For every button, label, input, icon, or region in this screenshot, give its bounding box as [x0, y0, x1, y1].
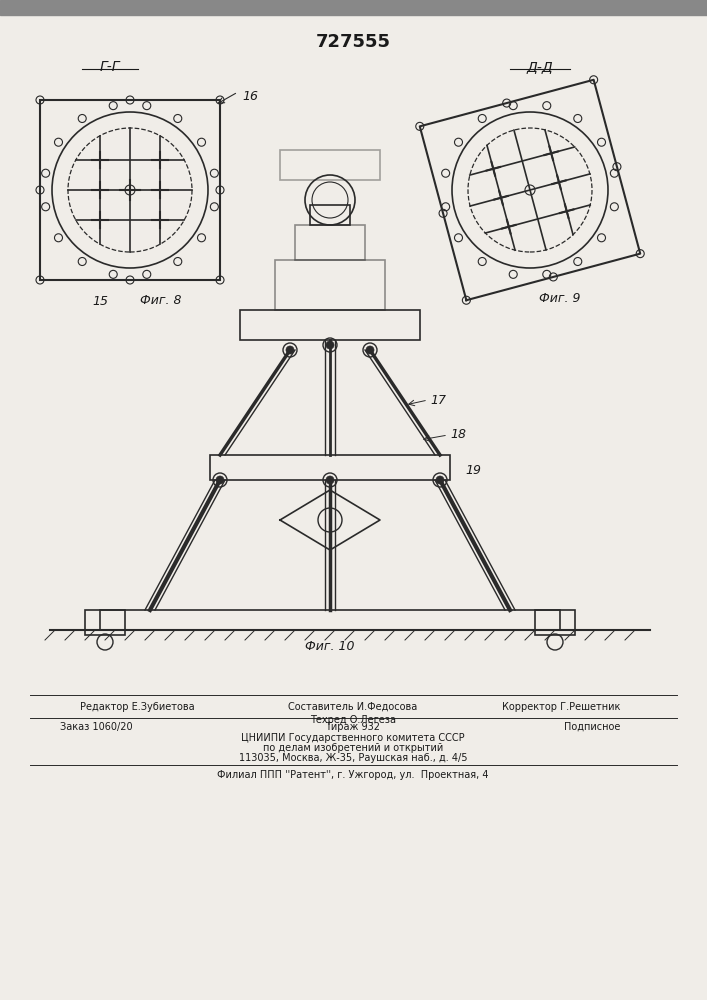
Text: Д-Д: Д-Д	[527, 60, 554, 74]
Circle shape	[326, 341, 334, 349]
Text: по делам изобретений и открытий: по делам изобретений и открытий	[263, 743, 443, 753]
Bar	[40, 100, 220, 280]
Text: Фиг. 8: Фиг. 8	[140, 294, 182, 307]
Circle shape	[366, 346, 374, 354]
Text: 15: 15	[92, 295, 108, 308]
Bar	[85, 610, 125, 635]
Text: ЦНИИПИ Государственного комитета СССР: ЦНИИПИ Государственного комитета СССР	[241, 733, 464, 743]
Circle shape	[436, 476, 444, 484]
Text: Тираж 932: Тираж 932	[325, 722, 380, 732]
Text: 727555: 727555	[315, 33, 390, 51]
Text: Г-Г: Г-Г	[100, 60, 120, 74]
Text: 17: 17	[430, 393, 446, 406]
Bar	[210, 455, 450, 480]
Bar	[240, 310, 420, 340]
Text: Корректор Г.Решетник: Корректор Г.Решетник	[502, 702, 620, 712]
Text: Филиал ППП ''Pатент'', г. Ужгород, ул.  Проектная, 4: Филиал ППП ''Pатент'', г. Ужгород, ул. П…	[217, 770, 489, 780]
Text: Фиг. 9: Фиг. 9	[539, 292, 580, 305]
Circle shape	[326, 476, 334, 484]
Text: Составитель И.Федосова: Составитель И.Федосова	[288, 702, 418, 712]
Text: Заказ 1060/20: Заказ 1060/20	[60, 722, 133, 732]
Bar	[535, 610, 575, 635]
Circle shape	[216, 476, 224, 484]
Bar	[0, 0, 707, 15]
Text: 113035, Москва, Ж-35, Раушская наб., д. 4/5: 113035, Москва, Ж-35, Раушская наб., д. …	[239, 753, 467, 763]
Bar	[280, 150, 380, 180]
Text: Редактор Е.Зубиетова: Редактор Е.Зубиетова	[80, 702, 194, 712]
Text: Техред О.Легеза: Техред О.Легеза	[310, 715, 396, 725]
Circle shape	[286, 346, 294, 354]
Text: Подписное: Подписное	[563, 722, 620, 732]
Bar	[310, 205, 350, 225]
Text: 16: 16	[242, 90, 258, 103]
Bar	[100, 610, 560, 630]
Text: Фиг. 10: Фиг. 10	[305, 640, 355, 653]
Text: 18: 18	[450, 428, 466, 442]
Bar	[295, 225, 365, 260]
Text: 19: 19	[465, 464, 481, 477]
Bar	[275, 260, 385, 310]
